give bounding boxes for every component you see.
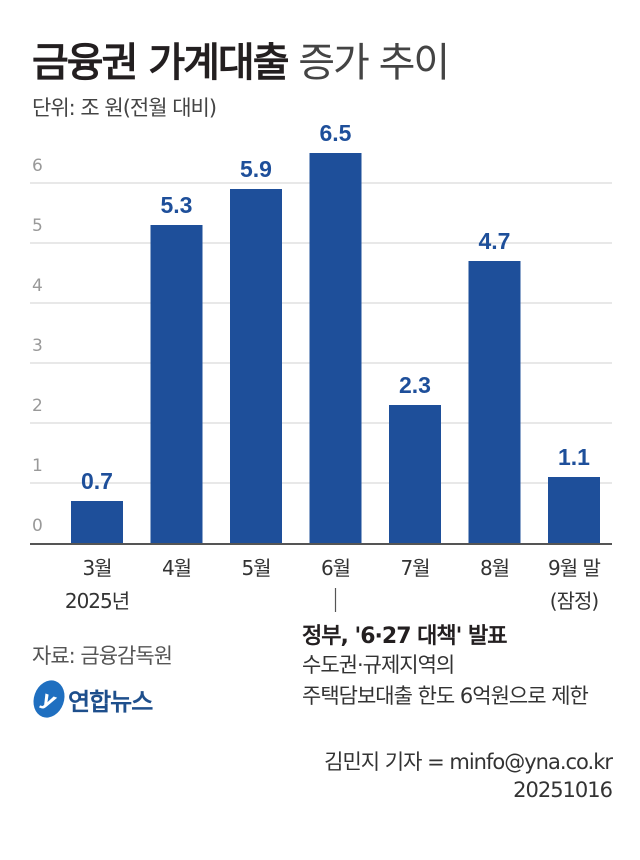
x-tick-sublabel: (잠정): [550, 589, 599, 613]
credit: 김민지 기자 = minfo@yna.co.kr 20251016: [324, 748, 613, 804]
yonhap-logo: y 연합뉴스: [28, 676, 153, 722]
credit-date: 20251016: [513, 778, 613, 802]
logo-icon: y: [28, 676, 70, 722]
bar: [230, 189, 282, 543]
x-tick-label: 8월: [480, 556, 509, 580]
x-tick-sublabel: 2025년: [65, 589, 129, 613]
data-label: 5.3: [161, 192, 193, 218]
annotation: 정부, '6·27 대책' 발표 수도권·규제지역의 주택담보대출 한도 6억원…: [302, 618, 589, 712]
x-tick-label: 5월: [241, 556, 270, 580]
y-tick-label: 6: [32, 156, 43, 176]
y-tick-label: 1: [32, 456, 43, 476]
bar: [468, 261, 521, 543]
x-tick-label: 6월: [321, 556, 350, 580]
title-light: 증가 추이: [298, 40, 450, 86]
annotation-line: 수도권·규제지역의: [302, 653, 455, 677]
source-label: 자료: 금융감독원: [32, 644, 173, 668]
data-label: 2.3: [399, 372, 431, 398]
annotation-heading: 정부, '6·27 대책' 발표: [302, 624, 508, 649]
bar: [150, 225, 203, 543]
bar: [309, 153, 362, 543]
x-tick-label: 7월: [400, 556, 429, 580]
annotation-line: 주택담보대출 한도 6억원으로 제한: [302, 684, 589, 708]
y-tick-label: 5: [32, 216, 43, 236]
bar-chart: 0 1 2 3 4 5 6 0.7 3월 2025년 5.3 4월 5.9 5월 6.5 6월 2.3 7월 4.7…: [30, 120, 612, 613]
data-label: 0.7: [81, 468, 113, 494]
bar: [71, 501, 123, 543]
data-label: 4.7: [479, 228, 511, 254]
bar: [548, 477, 600, 543]
x-tick-label: 3월: [82, 556, 111, 580]
x-tick-label: 4월: [162, 556, 191, 580]
credit-author: 김민지 기자 = minfo@yna.co.kr: [324, 750, 613, 774]
title-bold: 금융권 가계대출: [32, 40, 290, 86]
data-label: 1.1: [558, 444, 590, 470]
y-tick-label: 3: [32, 336, 43, 356]
data-label: 5.9: [240, 156, 272, 182]
bar: [389, 405, 441, 543]
unit-label: 단위: 조 원(전월 대비): [32, 96, 217, 120]
data-label: 6.5: [320, 120, 352, 146]
chart-title: 금융권 가계대출 증가 추이: [32, 30, 450, 88]
y-tick-label: 2: [32, 396, 43, 416]
x-tick-label: 9월 말: [548, 556, 600, 580]
y-tick-label: 0: [32, 516, 43, 536]
y-tick-label: 4: [32, 276, 43, 296]
logo-text: 연합뉴스: [68, 687, 153, 716]
